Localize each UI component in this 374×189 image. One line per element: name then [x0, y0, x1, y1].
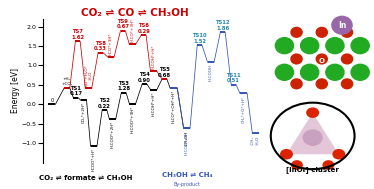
- Circle shape: [292, 161, 302, 169]
- Circle shape: [323, 161, 334, 169]
- Circle shape: [275, 64, 294, 80]
- Circle shape: [291, 54, 302, 64]
- Text: TS11
0.51: TS11 0.51: [226, 73, 241, 83]
- Polygon shape: [286, 113, 339, 154]
- Text: TS3
1.28: TS3 1.28: [117, 81, 130, 91]
- Text: H₂COO*+3H*: H₂COO*+3H*: [131, 105, 135, 133]
- Circle shape: [316, 27, 327, 37]
- Circle shape: [281, 150, 292, 159]
- Text: H₂CO*+3H*: H₂CO*+3H*: [131, 18, 135, 42]
- Text: CH₄*+O*+H*: CH₄*+O*+H*: [242, 95, 246, 122]
- Text: H₂COO*+2H*: H₂COO*+2H*: [111, 121, 114, 148]
- Text: TS9
0.67: TS9 0.67: [116, 19, 129, 29]
- Text: TS10
1.52: TS10 1.52: [192, 33, 207, 44]
- Circle shape: [326, 38, 344, 54]
- Circle shape: [351, 38, 369, 54]
- Circle shape: [291, 27, 302, 37]
- Circle shape: [307, 108, 318, 117]
- Text: In: In: [338, 21, 346, 30]
- Text: TS6
0.29: TS6 0.29: [137, 23, 150, 34]
- Circle shape: [307, 136, 318, 145]
- Text: H₂COH*+H*: H₂COH*+H*: [185, 130, 189, 155]
- Circle shape: [301, 64, 319, 80]
- Circle shape: [316, 79, 327, 89]
- Text: CH₃OH ⇌ CH₄: CH₃OH ⇌ CH₄: [162, 172, 212, 178]
- Text: H₂COH*+H*: H₂COH*+H*: [152, 45, 156, 69]
- Text: CO₂ ⇌ CO ⇌ CH₃OH: CO₂ ⇌ CO ⇌ CH₃OH: [81, 8, 188, 18]
- Text: CO₂*+2H*: CO₂*+2H*: [82, 102, 86, 123]
- Text: TS4
0.90: TS4 0.90: [138, 72, 151, 83]
- Text: O: O: [319, 58, 325, 64]
- Text: -CH₃OH: -CH₃OH: [185, 130, 189, 146]
- Text: [InO₆] cluster: [InO₆] cluster: [286, 166, 339, 173]
- Text: TS1
0.17: TS1 0.17: [69, 86, 82, 96]
- Y-axis label: Energy [eV]: Energy [eV]: [11, 68, 20, 113]
- Text: -CH₄
-H₂O: -CH₄ -H₂O: [251, 135, 260, 145]
- Circle shape: [291, 79, 302, 89]
- Circle shape: [341, 54, 353, 64]
- Text: HCOO*+H*: HCOO*+H*: [92, 148, 96, 171]
- Text: TS7
1.62: TS7 1.62: [71, 29, 84, 40]
- Circle shape: [301, 38, 319, 54]
- Circle shape: [333, 150, 344, 159]
- Circle shape: [316, 54, 327, 64]
- Text: 0: 0: [50, 98, 53, 103]
- Text: CO₂ ⇌ formate ⇌ CH₃OH: CO₂ ⇌ formate ⇌ CH₃OH: [39, 175, 133, 181]
- Text: +H₂
+CO₂: +H₂ +CO₂: [61, 77, 73, 86]
- Circle shape: [303, 130, 322, 145]
- Text: TS2
0.22: TS2 0.22: [98, 98, 111, 108]
- Circle shape: [341, 79, 353, 89]
- Circle shape: [326, 64, 344, 80]
- Circle shape: [351, 64, 369, 80]
- Text: TS5
0.68: TS5 0.68: [158, 67, 171, 77]
- Text: By-product: By-product: [174, 182, 200, 187]
- Circle shape: [341, 27, 353, 37]
- Text: H₂COH*+H*: H₂COH*+H*: [152, 91, 156, 116]
- Circle shape: [332, 16, 352, 34]
- Text: HCO*+3H*: HCO*+3H*: [109, 33, 113, 55]
- Text: TS8
0.33: TS8 0.33: [94, 41, 107, 51]
- Text: Zr: Zr: [290, 10, 299, 19]
- Text: CO*+H₂O*
-H₂O: CO*+H₂O* -H₂O: [84, 64, 93, 86]
- Text: TS12
1.86: TS12 1.86: [215, 20, 230, 31]
- Text: H₂COOH: H₂COOH: [209, 64, 213, 81]
- Text: H₃CO*+OH*+H*: H₃CO*+OH*+H*: [172, 90, 176, 123]
- Circle shape: [275, 38, 294, 54]
